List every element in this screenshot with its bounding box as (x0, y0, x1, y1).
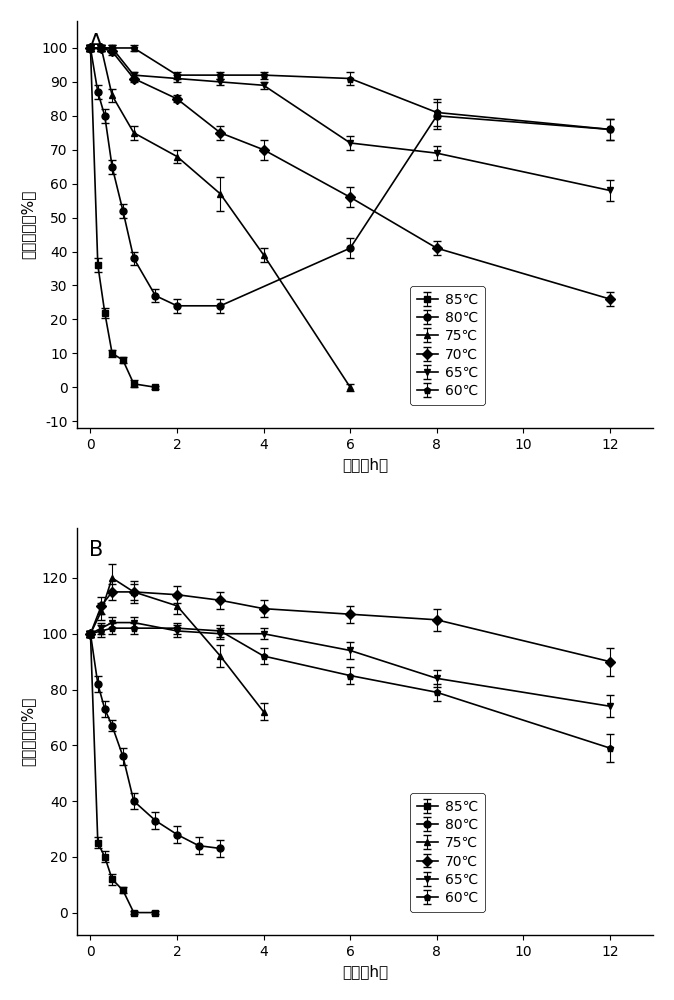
Legend: 85℃, 80℃, 75℃, 70℃, 65℃, 60℃: 85℃, 80℃, 75℃, 70℃, 65℃, 60℃ (410, 286, 485, 405)
Text: B: B (89, 540, 103, 560)
Text: A: A (89, 33, 103, 53)
Legend: 85℃, 80℃, 75℃, 70℃, 65℃, 60℃: 85℃, 80℃, 75℃, 70℃, 65℃, 60℃ (410, 793, 485, 912)
Y-axis label: 相对酶活（%）: 相对酶活（%） (21, 190, 36, 259)
X-axis label: 时间（h）: 时间（h） (342, 457, 388, 472)
X-axis label: 时间（h）: 时间（h） (342, 964, 388, 979)
Y-axis label: 相对酶活（%）: 相对酶活（%） (21, 697, 36, 766)
